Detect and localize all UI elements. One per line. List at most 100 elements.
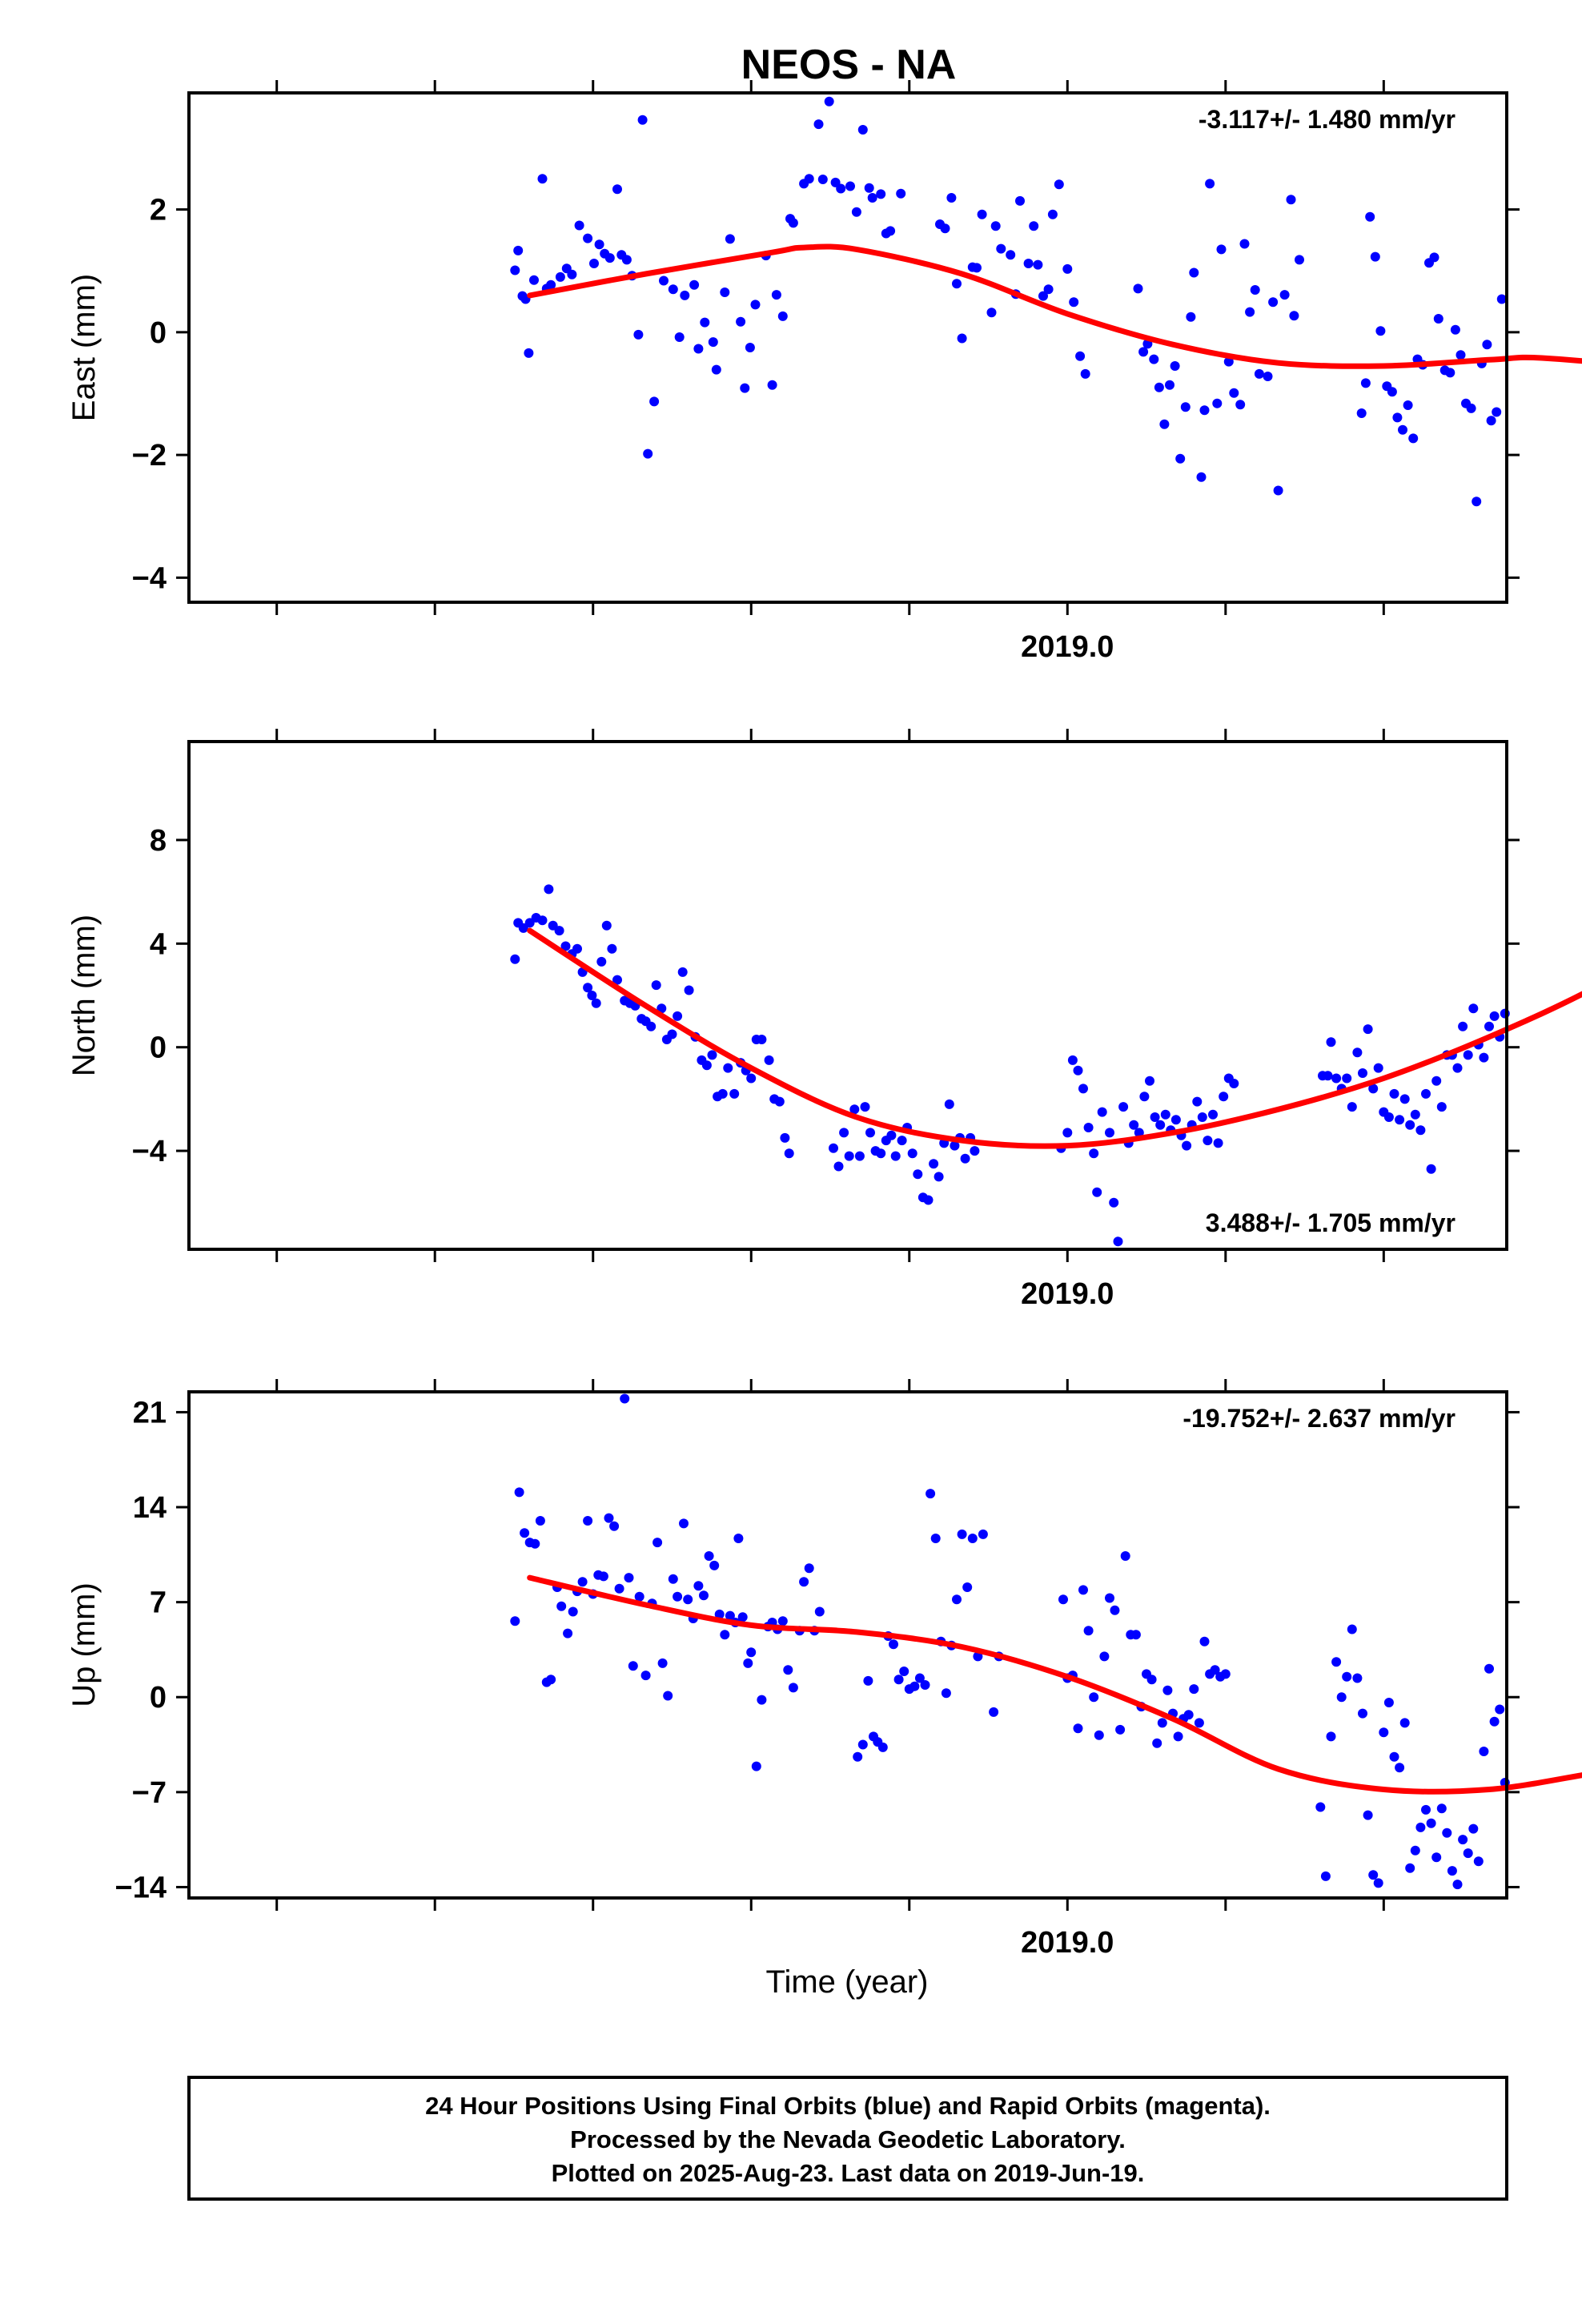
up-point [914,1673,925,1683]
east-point [1138,347,1149,357]
up-point [757,1695,767,1705]
east-point [1154,382,1164,392]
north-y-tick-label: 8 [150,824,167,858]
east-point [583,233,593,243]
up-point [1173,1731,1183,1742]
up-point [877,1742,888,1752]
up-point [1495,1704,1505,1715]
figure-title: NEOS - NA [741,42,957,88]
east-point [1216,244,1227,255]
north-y-tick-label: 4 [150,927,167,961]
east-point [857,125,868,135]
north-point [1363,1024,1373,1035]
east-point [546,279,556,290]
east-point [771,290,781,300]
north-point [554,926,564,936]
up-point [777,1616,788,1626]
north-point [723,1063,733,1073]
up-point [1452,1880,1463,1890]
north-point [1139,1092,1150,1102]
east-point [555,271,565,282]
east-point [1023,259,1034,268]
north-point [1383,1112,1394,1122]
footer-line-2: Processed by the Nevada Geodetic Laborat… [570,2125,1126,2153]
east-point [567,269,577,279]
north-point [886,1130,897,1140]
footer-line-3: Plotted on 2025-Aug-23. Last data on 201… [552,2159,1145,2187]
up-point [673,1591,683,1602]
up-y-tick-label: 14 [133,1491,167,1525]
north-point [1213,1138,1223,1148]
north-panel: 2019.0 −4 0 4 8 North (mm) 3.488+/- 1.705 mm/y… [66,729,1582,1311]
up-point [1083,1626,1094,1636]
north-point [1089,1148,1099,1159]
up-point [598,1571,608,1582]
up-point [1447,1866,1457,1876]
north-point [970,1146,980,1156]
up-point [1473,1856,1484,1867]
east-x-tick-label: 2019.0 [1021,630,1114,664]
up-point [1368,1870,1379,1880]
east-point [1456,350,1466,360]
north-x-tick-label: 2019.0 [1021,1277,1114,1311]
up-point [973,1651,983,1662]
east-point [1205,179,1215,189]
north-point [1358,1068,1367,1078]
east-points [510,96,1507,507]
north-fit-line [527,927,1582,1149]
up-point [530,1538,540,1549]
up-point [1484,1663,1494,1674]
up-point [1326,1731,1336,1742]
east-point [711,364,721,375]
up-point [957,1529,967,1539]
up-point [1383,1698,1394,1707]
east-point [680,290,690,300]
up-point [609,1521,620,1531]
east-rate-label: -3.117+/- 1.480 mm/yr [1199,105,1456,134]
up-point [1115,1724,1126,1735]
north-point [673,1011,683,1021]
east-point [804,174,814,184]
up-point [1089,1692,1099,1703]
east-point [777,311,788,321]
up-point [1130,1630,1141,1640]
east-point [740,383,750,393]
east-point [990,221,1001,231]
north-point [1192,1096,1203,1107]
up-point [926,1489,936,1499]
up-point [725,1610,735,1621]
north-point [1405,1120,1415,1130]
east-point [1375,326,1386,336]
east-point [1486,416,1496,426]
north-point [1389,1088,1399,1099]
north-rate-label: 3.488+/- 1.705 mm/yr [1206,1208,1456,1237]
up-point [1458,1835,1468,1845]
north-point [1078,1084,1088,1094]
north-point [677,967,688,977]
east-point [510,265,520,275]
x-axis-label: Time (year) [766,1964,929,2000]
north-point [865,1128,875,1138]
up-point [1363,1810,1373,1820]
east-point [1235,400,1246,410]
east-y-tick-label: −2 [132,439,167,472]
north-point [1452,1063,1463,1073]
east-point [1229,388,1239,398]
east-y-axis-label: East (mm) [66,274,102,421]
footer-box: 24 Hour Positions Using Final Orbits (bl… [187,2076,1508,2201]
up-point [556,1601,567,1611]
east-point [1159,419,1170,429]
up-point [1073,1723,1083,1734]
up-point [952,1594,962,1605]
north-point [510,954,520,964]
east-point [1387,387,1397,397]
north-point [1182,1140,1192,1151]
east-point [972,263,982,273]
north-point [876,1148,886,1159]
east-point [986,308,997,318]
east-point [529,275,539,285]
up-point [1110,1605,1120,1615]
east-point [621,255,632,265]
east-point [1223,356,1234,367]
up-point [568,1606,578,1617]
